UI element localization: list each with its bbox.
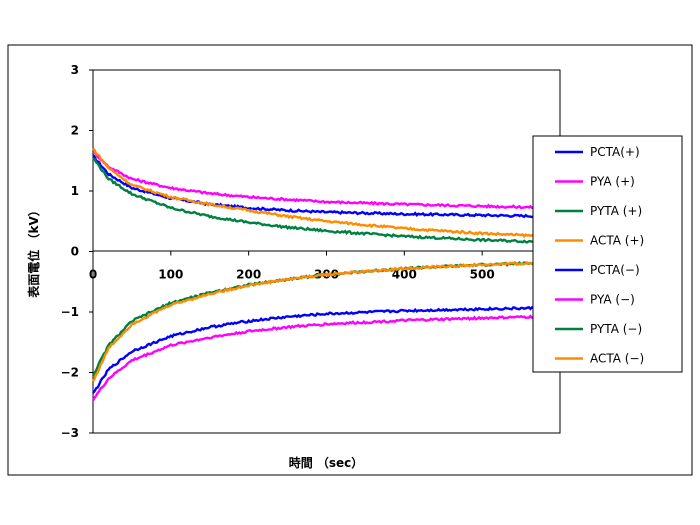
legend-box bbox=[532, 135, 683, 373]
x-tick-label: 400 bbox=[392, 268, 417, 282]
y-axis-title: 表面電位 （kV） bbox=[26, 204, 41, 298]
series-line bbox=[92, 305, 561, 394]
legend-label: PCTA(+) bbox=[590, 145, 640, 159]
legend-label: ACTA (+) bbox=[590, 234, 644, 248]
y-tick-label: −3 bbox=[61, 426, 79, 440]
y-axis-ticks: 3 2 1 0 −1 −2 −3 bbox=[61, 63, 93, 440]
series-line bbox=[92, 154, 561, 219]
x-tick-label: 0 bbox=[89, 268, 97, 282]
y-tick-label: 0 bbox=[71, 245, 79, 259]
series-line bbox=[91, 313, 561, 402]
legend-label: PCTA(−) bbox=[590, 263, 640, 277]
x-axis-title: 時間 （sec） bbox=[289, 455, 364, 470]
series-layer bbox=[91, 147, 561, 402]
series-line bbox=[92, 157, 560, 245]
series-line bbox=[93, 151, 561, 210]
legend-label: PYA (−) bbox=[590, 293, 635, 307]
x-tick-label: 500 bbox=[470, 268, 495, 282]
legend-label: PYTA (−) bbox=[590, 322, 642, 336]
y-tick-label: 1 bbox=[71, 184, 79, 198]
y-tick-label: −2 bbox=[61, 366, 79, 380]
x-tick-label: 200 bbox=[236, 268, 261, 282]
legend-label: PYA (+) bbox=[590, 175, 635, 189]
legend-label: PYTA (+) bbox=[590, 204, 642, 218]
series-line bbox=[92, 147, 561, 239]
legend-label: ACTA (−) bbox=[590, 352, 644, 366]
y-tick-label: −1 bbox=[61, 305, 79, 319]
legend: PCTA(+) PYA (+) PYTA (+) ACTA (+) PCTA(−) PYA… bbox=[555, 145, 644, 366]
y-tick-label: 3 bbox=[71, 63, 79, 77]
series-line bbox=[91, 259, 561, 383]
x-tick-label: 100 bbox=[158, 268, 183, 282]
y-tick-label: 2 bbox=[71, 124, 79, 138]
